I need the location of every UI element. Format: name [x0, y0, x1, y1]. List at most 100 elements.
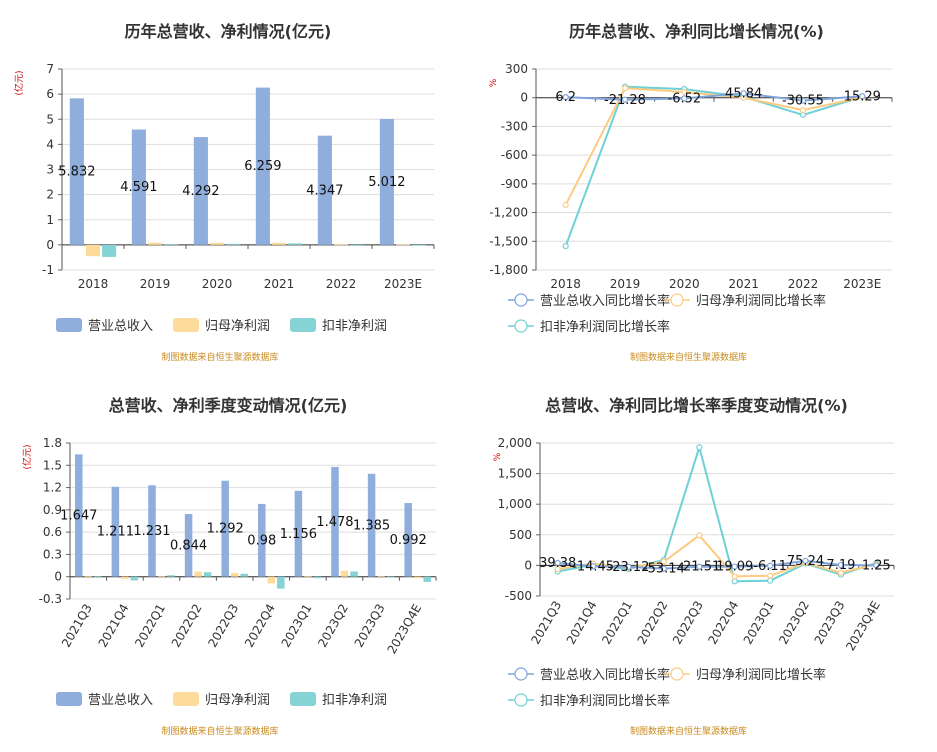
y-tick-label: 0: [524, 558, 532, 572]
series-point: [859, 93, 866, 100]
annual-growth-svg: 历年总营收、净利同比增长情况(%)% -1,800 -1,500 -1,200 -900…: [489, 22, 893, 363]
bar-net-profit: [413, 576, 422, 579]
y-tick-label: 0.6: [43, 525, 62, 539]
bar-revenue: [294, 490, 303, 577]
bar-deducted-profit: [203, 572, 212, 577]
x-tick-label: 2023Q4E: [385, 602, 425, 657]
bar-deducted-profit: [130, 576, 139, 581]
y-axis-unit: %: [493, 452, 503, 461]
bar-deducted-profit: [277, 576, 285, 589]
legend-label: 营业总收入: [88, 319, 153, 334]
annual-growth-panel: 历年总营收、净利同比增长情况(%)% -1,800 -1,500 -1,200 -900…: [468, 0, 937, 374]
bar-revenue: [193, 137, 208, 245]
data-label: -21.28: [604, 93, 646, 108]
y-tick-label: -0.3: [39, 592, 62, 606]
series-point: [681, 95, 688, 102]
y-tick-label: 0.3: [43, 547, 62, 561]
y-tick-label: 0: [520, 91, 528, 105]
x-tick-label: 2023Q1: [279, 602, 315, 650]
bar-net-profit: [271, 242, 287, 245]
chart-title: 历年总营收、净利同比增长情况(%): [569, 22, 824, 41]
legend-label: 扣非净利润: [322, 319, 387, 334]
data-label: 5.832: [58, 165, 95, 180]
legend-swatch: [290, 692, 316, 706]
series-point: [696, 563, 703, 570]
legend-label: 营业总收入同比增长率: [540, 667, 670, 683]
bar-revenue: [69, 98, 84, 245]
series-point: [740, 90, 747, 97]
data-label: 1.156: [280, 527, 317, 542]
series-point: [660, 565, 667, 572]
x-tick-label: 2023Q4E: [843, 599, 883, 654]
bar-revenue: [258, 503, 266, 577]
data-label: 1.231: [133, 524, 170, 539]
x-tick-label: 2021Q4: [564, 599, 600, 647]
x-tick-label: 2018: [78, 277, 109, 291]
data-label: 4.347: [306, 183, 343, 198]
bar-net-profit: [333, 244, 349, 246]
bar-deducted-profit: [167, 575, 175, 577]
data-label: 1.211: [97, 525, 134, 540]
bar-revenue: [131, 129, 146, 245]
y-tick-label: 0.9: [43, 503, 62, 517]
x-tick-label: 2019: [610, 277, 641, 291]
x-tick-label: 2023Q3: [812, 599, 848, 647]
y-tick-label: -500: [505, 589, 532, 603]
legend-label: 归母净利润同比增长率: [696, 293, 826, 309]
data-label: 39.38: [539, 556, 576, 571]
legend-marker: [514, 293, 528, 307]
y-tick-label: 1.2: [43, 481, 62, 495]
bar-net-profit: [230, 573, 239, 577]
bar-revenue: [148, 485, 156, 577]
x-tick-label: 2023Q2: [315, 602, 351, 650]
legend-label: 归母净利润: [205, 693, 270, 708]
x-tick-label: 2020: [202, 277, 233, 291]
data-label: 4.591: [120, 180, 157, 195]
bar-net-profit: [84, 575, 93, 577]
series-line: [565, 92, 863, 102]
y-tick-label: 7: [46, 62, 54, 76]
y-tick-label: 2: [46, 188, 54, 202]
data-label: -14.45: [572, 559, 614, 574]
bar-net-profit: [209, 242, 225, 245]
series-point: [837, 569, 844, 576]
series-point: [562, 242, 569, 250]
bar-deducted-profit: [350, 571, 358, 577]
y-tick-label: 5: [46, 112, 54, 126]
bar-revenue: [111, 486, 120, 577]
data-label: 5.012: [368, 175, 405, 190]
series-point: [554, 559, 561, 567]
x-tick-label: 2023E: [843, 277, 881, 291]
x-tick-label: 2023E: [384, 277, 422, 291]
y-axis-unit: (亿元): [13, 70, 25, 95]
bar-deducted-profit: [164, 244, 179, 245]
legend-swatch: [56, 318, 82, 332]
data-label: 45.84: [725, 86, 762, 101]
data-label: 0.844: [170, 538, 207, 553]
x-tick-label: 2020: [669, 277, 700, 291]
source-note: 制图数据来自恒生聚源数据库: [630, 725, 747, 737]
bar-deducted-profit: [288, 243, 303, 245]
legend-swatch: [56, 692, 82, 706]
series-point: [660, 558, 667, 565]
x-tick-label: 2019: [140, 277, 171, 291]
bar-revenue: [221, 480, 229, 577]
series-point: [589, 563, 597, 570]
y-tick-label: 0: [46, 238, 54, 252]
source-note: 制图数据来自恒生聚源数据库: [161, 725, 278, 737]
bar-net-profit: [85, 244, 101, 257]
series-point: [731, 578, 738, 585]
series-point: [621, 85, 629, 92]
series-point: [873, 562, 880, 569]
chart-title: 历年总营收、净利情况(亿元): [125, 22, 332, 41]
y-tick-label: 1.5: [43, 458, 62, 472]
legend-label: 扣非净利润同比增长率: [540, 693, 670, 709]
x-tick-label: 2022Q1: [132, 602, 168, 650]
legend-swatch: [290, 318, 316, 332]
series-point: [562, 94, 569, 101]
y-tick-label: -1,200: [489, 206, 528, 220]
y-tick-label: 300: [505, 62, 528, 76]
y-axis-unit: (亿元): [21, 444, 33, 469]
data-label: 1.385: [353, 518, 390, 533]
bar-deducted-profit: [240, 573, 248, 577]
